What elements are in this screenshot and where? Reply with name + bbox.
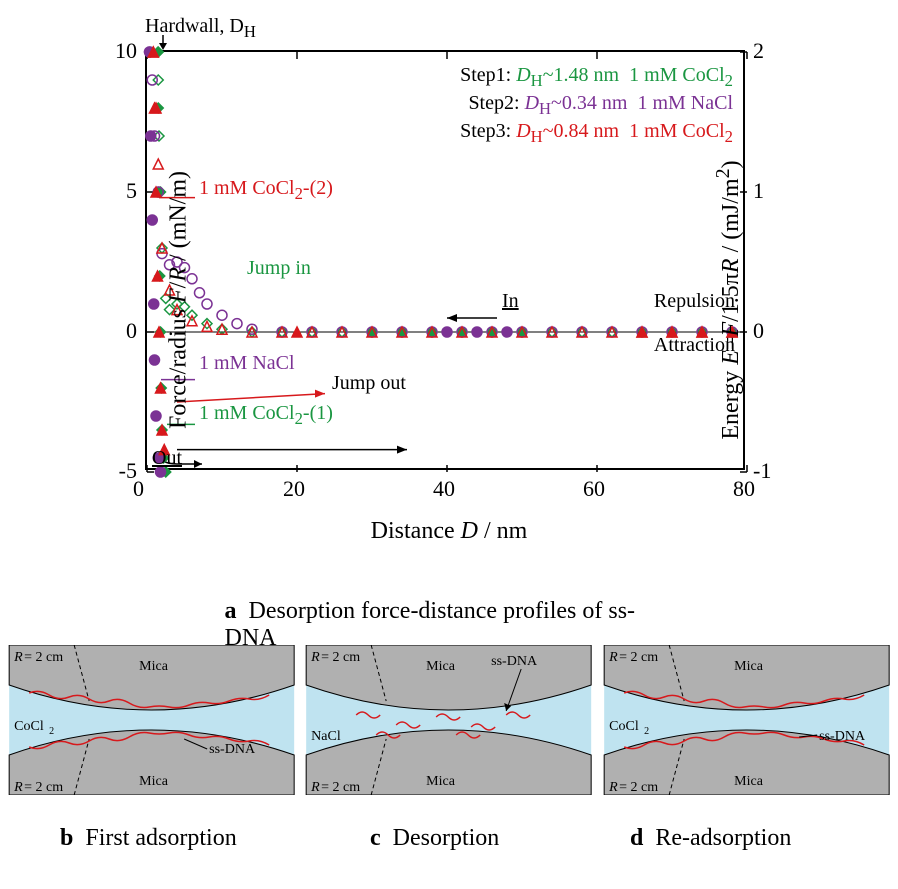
svg-text:CoCl: CoCl bbox=[609, 719, 639, 734]
svg-text:Mica: Mica bbox=[139, 774, 169, 789]
plot-area: Step1: DH~1.48 nm 1 mM CoCl2 Step2: DH~0… bbox=[145, 50, 745, 470]
svg-text:= 2 cm: = 2 cm bbox=[24, 780, 63, 795]
step1-cond: 1 mM CoCl bbox=[629, 64, 725, 86]
step3-cond: 1 mM CoCl bbox=[629, 120, 725, 142]
ytick-left-label: -5 bbox=[119, 458, 137, 484]
step1-val: ~1.48 nm bbox=[543, 64, 619, 86]
step1-condsub: 2 bbox=[725, 71, 733, 90]
in-label: In bbox=[502, 290, 519, 313]
step2-dh: D bbox=[525, 92, 539, 114]
cocl2-2-sub: 2 bbox=[295, 184, 303, 203]
svg-text:NaCl: NaCl bbox=[311, 729, 341, 744]
caption-a-text: Desorption force-distance profiles of ss… bbox=[225, 598, 636, 651]
y-axis-left-label: Force/radius F/R / (mN/m) bbox=[165, 171, 192, 429]
svg-text:R: R bbox=[608, 650, 618, 665]
schematics-row: R = 2 cm R = 2 cm Mica Mica CoCl 2 ss-DNA bbox=[0, 645, 898, 825]
hardwall-sub: H bbox=[244, 22, 256, 41]
svg-text:CoCl: CoCl bbox=[14, 719, 44, 734]
svg-text:2: 2 bbox=[644, 726, 649, 737]
step2-cond: 1 mM NaCl bbox=[637, 92, 733, 114]
step3-condsub: 2 bbox=[725, 127, 733, 146]
step2-val: ~0.34 nm bbox=[551, 92, 627, 114]
schematic-c-svg: R = 2 cm R = 2 cm Mica Mica NaCl ss-DNA bbox=[303, 645, 594, 795]
xtick-label: 80 bbox=[733, 476, 755, 502]
xtick-label: 40 bbox=[433, 476, 455, 502]
x-axis-label: Distance D / nm bbox=[371, 518, 528, 545]
nacl-label: 1 mM NaCl bbox=[199, 352, 295, 375]
svg-text:Mica: Mica bbox=[734, 659, 764, 674]
step1-dhsub: H bbox=[531, 71, 543, 90]
svg-text:ss-DNA: ss-DNA bbox=[491, 654, 538, 669]
caption-b: b First adsorption bbox=[60, 825, 237, 852]
svg-text:R: R bbox=[13, 780, 23, 795]
svg-text:2: 2 bbox=[49, 726, 54, 737]
step3-val: ~0.84 nm bbox=[543, 120, 619, 142]
cocl2-2-suffix: -(2) bbox=[303, 177, 333, 199]
xtick-label: 60 bbox=[583, 476, 605, 502]
step3-dh: D bbox=[516, 120, 530, 142]
schematic-d: R = 2 cm R = 2 cm Mica Mica CoCl 2 ss-DNA bbox=[601, 645, 892, 825]
step2-prefix: Step2: bbox=[468, 92, 524, 114]
caption-b-bold: b bbox=[60, 825, 73, 851]
svg-text:Mica: Mica bbox=[426, 774, 456, 789]
cocl2-1-suffix: -(1) bbox=[303, 402, 333, 424]
svg-text:ss-DNA: ss-DNA bbox=[209, 742, 256, 757]
svg-text:Mica: Mica bbox=[139, 659, 169, 674]
xtick-label: 20 bbox=[283, 476, 305, 502]
caption-d: d Re-adsorption bbox=[630, 825, 791, 852]
caption-c-text: Desorption bbox=[393, 825, 500, 851]
legend-step1: Step1: DH~1.48 nm 1 mM CoCl2 bbox=[460, 64, 733, 91]
schematic-b-svg: R = 2 cm R = 2 cm Mica Mica CoCl 2 ss-DNA bbox=[6, 645, 297, 795]
step2-dhsub: H bbox=[539, 99, 551, 118]
cocl2-1-text: 1 mM CoCl bbox=[199, 402, 295, 424]
caption-d-bold: d bbox=[630, 825, 643, 851]
ytick-right-label: 0 bbox=[753, 318, 764, 344]
legend-step3: Step3: DH~0.84 nm 1 mM CoCl2 bbox=[460, 120, 733, 147]
svg-text:R: R bbox=[310, 650, 320, 665]
caption-b-text: First adsorption bbox=[85, 825, 236, 851]
svg-text:R: R bbox=[310, 780, 320, 795]
svg-text:= 2 cm: = 2 cm bbox=[321, 780, 360, 795]
ytick-right-label: 1 bbox=[753, 178, 764, 204]
svg-text:R: R bbox=[608, 780, 618, 795]
svg-text:R: R bbox=[13, 650, 23, 665]
out-label: Out bbox=[152, 447, 182, 470]
step3-dhsub: H bbox=[531, 127, 543, 146]
hardwall-text: Hardwall, D bbox=[145, 15, 244, 37]
step1-prefix: Step1: bbox=[460, 64, 516, 86]
jump-in-label: Jump in bbox=[247, 257, 311, 280]
svg-text:= 2 cm: = 2 cm bbox=[321, 650, 360, 665]
legend-step2: Step2: DH~0.34 nm 1 mM NaCl bbox=[468, 92, 733, 119]
ytick-left-label: 10 bbox=[115, 38, 137, 64]
step3-prefix: Step3: bbox=[460, 120, 516, 142]
caption-c-bold: c bbox=[370, 825, 381, 851]
ytick-left-label: 0 bbox=[126, 318, 137, 344]
svg-text:Mica: Mica bbox=[734, 774, 764, 789]
schematic-c: R = 2 cm R = 2 cm Mica Mica NaCl ss-DNA bbox=[303, 645, 594, 825]
cocl2-2-label: 1 mM CoCl2-(2) bbox=[199, 177, 333, 204]
caption-c: c Desorption bbox=[370, 825, 499, 852]
step1-dh: D bbox=[516, 64, 530, 86]
svg-text:= 2 cm: = 2 cm bbox=[619, 650, 658, 665]
caption-a: a Desorption force-distance profiles of … bbox=[225, 598, 674, 652]
schematic-b: R = 2 cm R = 2 cm Mica Mica CoCl 2 ss-DNA bbox=[6, 645, 297, 825]
caption-d-text: Re-adsorption bbox=[655, 825, 791, 851]
jump-out-label: Jump out bbox=[332, 372, 406, 395]
svg-text:Mica: Mica bbox=[426, 659, 456, 674]
ytick-right-label: 2 bbox=[753, 38, 764, 64]
cocl2-1-label: 1 mM CoCl2-(1) bbox=[199, 402, 333, 429]
cocl2-1-sub: 2 bbox=[295, 409, 303, 428]
ytick-right-label: -1 bbox=[753, 458, 771, 484]
y-axis-right-label: Energy E=F/1.5πR / (mJ/m2) bbox=[712, 160, 745, 439]
svg-text:ss-DNA: ss-DNA bbox=[819, 729, 866, 744]
cocl2-2-text: 1 mM CoCl bbox=[199, 177, 295, 199]
force-distance-chart: Hardwall, DH Step1: DH~1.48 nm 1 mM CoCl… bbox=[50, 10, 848, 590]
caption-a-bold: a bbox=[225, 598, 237, 624]
ytick-left-label: 5 bbox=[126, 178, 137, 204]
schematic-d-svg: R = 2 cm R = 2 cm Mica Mica CoCl 2 ss-DNA bbox=[601, 645, 892, 795]
svg-text:= 2 cm: = 2 cm bbox=[24, 650, 63, 665]
svg-text:= 2 cm: = 2 cm bbox=[619, 780, 658, 795]
